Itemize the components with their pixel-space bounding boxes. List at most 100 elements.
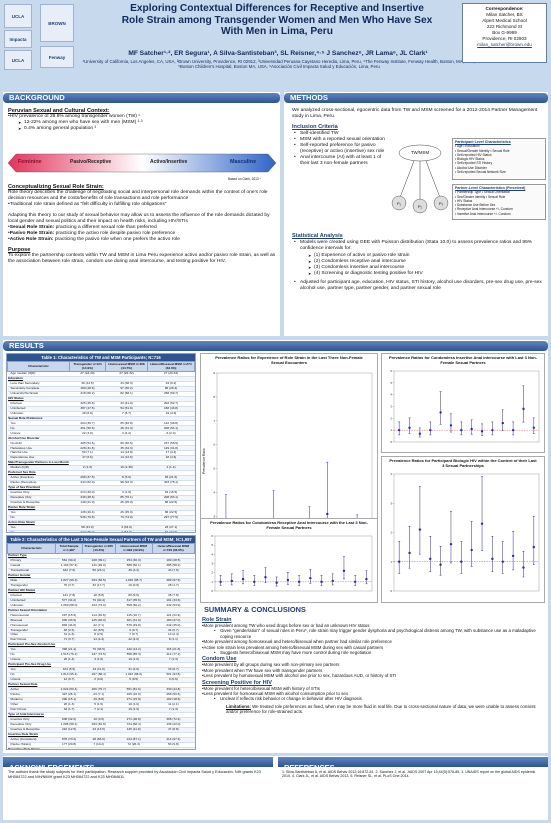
table-cell: 1,813 (95.4) (55, 672, 83, 678)
table-cell: 27 (23-33) (69, 371, 106, 377)
spectrum-arrow-graphic (7, 153, 277, 173)
table-cell (55, 712, 83, 718)
table-cell: 630 (33.9) (55, 617, 83, 624)
table-cell: 140 (14.2) (115, 647, 153, 654)
methods-intro: We analyzed cross-sectional, egocentric … (292, 108, 538, 119)
box-item: • Self-reported STI History (455, 161, 493, 166)
table-cell: 268 (37.5) (69, 475, 106, 482)
table-cell: 32 (17.7) (82, 583, 116, 589)
diagram-center-node: TW/MSM (410, 150, 430, 155)
y-tick-label: 4 (211, 552, 213, 556)
list-item: Given "gender/ation" of sexual roles in … (214, 628, 544, 639)
table-cell: 142 (36.8) (147, 420, 195, 427)
table-cell: Partner Type (7, 553, 56, 559)
table-cell: 23 (27.1) (147, 525, 195, 531)
table-row: Infected 326 (45.6) 43 (41.0) 202 (52.7) (7, 401, 195, 407)
table-cell: Pasivo (7, 692, 56, 698)
hiv-screening-heading: Screening Positive for HIV (202, 679, 272, 686)
table-cell (55, 573, 83, 579)
table-cell: Moderno (7, 697, 56, 703)
table-cell (152, 682, 195, 688)
table-cell (115, 747, 153, 749)
table-cell: 1,022 (98.0) (115, 672, 153, 678)
chart-4-plot: 0 1 2 3 4 (390, 472, 540, 593)
table-cell: Participant Pre-Sex Alcohol Use (7, 642, 56, 649)
plot-area (393, 473, 540, 592)
ack-text: The authors thank the study subjects for… (8, 770, 261, 779)
table-cell: Infected (7, 401, 70, 407)
table-cell: 1,024 (50.4) (55, 687, 83, 693)
table-row: Male/Transgender Partners in Last Month (7, 460, 195, 467)
table-cell: Bisexual (7, 617, 56, 624)
table-cell: 79 (40.4) (82, 598, 116, 604)
table-cell: 222 (79.0) (69, 530, 106, 532)
table-cell: 7 (1.3) (152, 707, 195, 713)
table-cell: 131 (7.8) (55, 593, 83, 599)
corr-line: Milan Satcher, BS (486, 12, 523, 17)
table-row: Partner Sexual Role (7, 682, 195, 688)
table-cell: 199 (28.5) (152, 558, 195, 564)
table-cell: 168 (43.8) (147, 406, 195, 412)
table-cell: 489 (97.6) (152, 578, 195, 584)
corr-email[interactable]: milan_satcher@brown.edu (477, 42, 532, 47)
table-cell: No (7, 652, 56, 659)
partner-box-title: Partner-Level Characteristics (Perceived… (455, 186, 526, 190)
table-cell: 8 (2.5) (82, 632, 116, 639)
y-tick-label: 5 (211, 543, 213, 547)
box-item: • Receptive Anal Intercourse +/- Condom (455, 207, 513, 212)
y-tick-label: 4 (390, 472, 392, 476)
stats-heading: Statistical Analysis (292, 233, 343, 239)
table-cell: University/Technical (7, 391, 70, 397)
table-cell (105, 435, 148, 442)
diagram-partner-node: P₁ (396, 201, 402, 206)
background-panel (3, 92, 280, 336)
table-row: Male 1,827 (96.3) 264 (82.5) 1,046 (98.7) 48… (7, 578, 195, 584)
table-cell: 10 (3.5) (82, 717, 116, 723)
chart-4-title: Prevalence Ratios for Participant Biolog… (389, 458, 537, 468)
table-row: Moderno 290 (15.1) 29 (8.8) 271 (15.8) 100 (… (7, 697, 195, 703)
table-cell: 38 (7.8) (152, 593, 195, 599)
data-point (439, 563, 442, 566)
table-row: Alcohol Use Disorder (7, 435, 195, 442)
list-item: 12-22% among men who have sex with men (… (18, 120, 276, 126)
table-cell: 271 (28.8) (115, 717, 153, 723)
table-cell: Pasivo Role Strain (7, 505, 70, 511)
summary-point: •More prevalent by all groups during sex… (202, 662, 340, 668)
data-point (309, 576, 312, 580)
list-item: (2) Condomless receptive anal intercours… (308, 259, 544, 265)
chart-insertive-ai: Prevalence Ratios for Condomless Inserti… (381, 353, 545, 453)
box-item: • Age • Education (455, 144, 480, 149)
table-cell: 60 (36.5) (105, 440, 148, 447)
table-row: Median (IQR) 2 (1-3) 19 (2-39) 2 (1-4) (7, 465, 195, 472)
table-cell (152, 712, 195, 718)
box-item: • Sexual/Gender Identity • Sexual Role (455, 148, 510, 153)
table-cell: 33 (6.7) (152, 667, 195, 674)
list-item: 0.4% among general population ³ (18, 126, 276, 132)
peru-context-heading: Peruvian Sexual and Cultural Context: (8, 108, 110, 114)
stats-list: Models were created using GEE with Poiss… (294, 240, 544, 252)
table-row: Unsure 12 (0.7) 2 (0.6) 5 (0.5) 3 (0.6) (7, 677, 195, 683)
gender-role-spectrum: Feminine Pasivo/Receptive Activo/Inserti… (7, 150, 277, 176)
table-cell: 237 (58.9) (147, 440, 195, 447)
table-cell: 71 (3.7) (55, 637, 83, 644)
table-cell: 138 (20.4) (69, 510, 106, 516)
table-column-header: Transgender n=124 (14.9%) (68, 361, 107, 372)
references-text: 1. Silva-Santisteban A, et al. AIDS Beha… (282, 770, 536, 779)
table-cell (69, 485, 106, 492)
table-cell (55, 553, 83, 559)
table-cell: Less than Secondary (7, 381, 70, 387)
table-cell: 47 (6.6) (69, 455, 106, 462)
table-cell: 180 (28.6) (69, 386, 106, 392)
list-item: MSM with a reported sexual orientation (294, 137, 389, 143)
y-tick-label: 2 (211, 571, 213, 575)
table-row: Casual 1,104 (57.2) 131 (49.9) 588 (60.1) 38… (7, 563, 195, 569)
table-row: Homosexual 830 (44.6) 22 (7.1) 575 (49.9) 24… (7, 622, 195, 629)
table-row: Transgender 70 (3.7) 32 (17.7) 10 (0.9) 28 (… (7, 583, 195, 589)
table-row: Insertive Only 638 (32.2) 10 (3.5) 271 (28.… (7, 717, 195, 723)
table-cell: 598 (60.2) (115, 602, 153, 609)
table-row: Don't Know 33 (1.7) 7 (2.1) 19 (1.9) 7 (1.3) (7, 707, 195, 713)
conceptualizing-heading: Conceptualizing Sexual Role Strain: (8, 184, 104, 190)
adapting-text: Adapting this theory to our study of sex… (8, 213, 270, 224)
table-cell: 444 (62.0) (69, 480, 106, 487)
table-row: Harmful Use 50 (7.1) 14 (13.8) 17 (4.4) (7, 450, 195, 457)
